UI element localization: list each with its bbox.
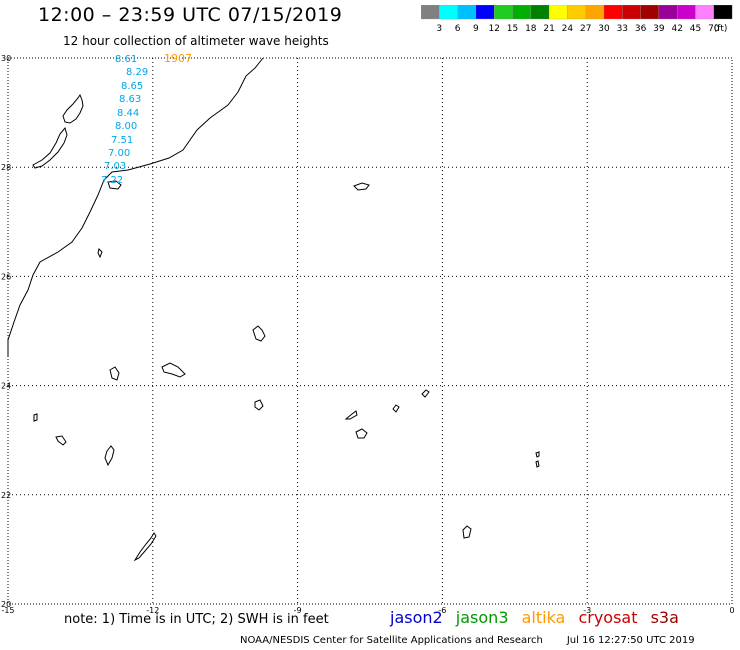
mission-jason2: jason2 (390, 608, 443, 627)
latitude-tick-label: 30 (1, 54, 11, 63)
island-q (133, 532, 157, 562)
legend-label: 30 (598, 24, 610, 34)
wave-height-label: 8.29 (126, 67, 148, 78)
legend-label: 45 (690, 24, 701, 34)
island-h (55, 435, 67, 446)
island-f (254, 399, 264, 411)
island-o (535, 460, 540, 468)
credit-text: NOAA/NESDIS Center for Satellite Applica… (240, 635, 543, 646)
legend-label: 24 (562, 24, 574, 34)
wave-height-label: 7.03 (104, 161, 126, 172)
legend-label: 15 (507, 24, 518, 34)
island-e (109, 366, 120, 381)
wave-height-label: 8.00 (115, 121, 137, 132)
legend-swatch (713, 5, 733, 20)
page-subtitle: 12 hour collection of altimeter wave hei… (63, 34, 329, 48)
mission-jason3: jason3 (455, 608, 509, 627)
map-grid: -15 -12 -9 -6 -3 0 30 28 26 24 22 20 (1, 54, 735, 615)
wave-height-label: 7.51 (111, 135, 133, 146)
island-l (392, 404, 400, 413)
island-small (107, 180, 122, 190)
coastline (7, 57, 540, 562)
legend-label: 70 (708, 24, 720, 34)
island-lanzarote (62, 93, 84, 124)
african-coastline (7, 57, 264, 356)
longitude-tick-label: -12 (146, 606, 159, 615)
generated-timestamp: Jul 16 12:27:50 UTC 2019 (566, 635, 695, 646)
wave-height-label: 7.22 (101, 175, 123, 186)
latitude-tick-label: 20 (1, 600, 11, 609)
color-scale-legend: 3 6 9 12 15 18 21 24 27 30 33 36 39 42 45 70(ft) (421, 5, 733, 34)
longitude-tick-label: -9 (294, 606, 302, 615)
island-g (33, 413, 38, 422)
island-b (353, 182, 370, 191)
island-c (252, 325, 266, 342)
wave-height-label: 8.44 (117, 108, 139, 119)
legend-label: 36 (635, 24, 647, 34)
mission-cryosat: cryosat (578, 608, 638, 627)
legend-label: 18 (525, 24, 537, 34)
island-n (535, 451, 540, 458)
island-j (344, 410, 358, 420)
legend-label: 21 (543, 24, 554, 34)
wave-height-label: 7.00 (108, 148, 130, 159)
island-fuerteventura (32, 126, 68, 169)
legend-label: 42 (671, 24, 682, 34)
longitude-tick-label: -3 (583, 606, 591, 615)
longitude-tick-label: 0 (729, 606, 734, 615)
legend-label: 9 (473, 24, 479, 34)
legend-label: 33 (617, 24, 628, 34)
longitude-tick-label: -6 (438, 606, 446, 615)
legend-label: 27 (580, 24, 591, 34)
track-time-label: 1907 (164, 52, 192, 65)
legend-label: 12 (488, 24, 499, 34)
wave-height-label: 8.65 (121, 81, 143, 92)
page-title: 12:00 – 23:59 UTC 07/15/2019 (38, 4, 343, 26)
note-text: note: 1) Time is in UTC; 2) SWH is in fe… (64, 612, 329, 627)
legend-label: 6 (455, 24, 461, 34)
island-m (421, 389, 430, 398)
island-i (104, 445, 115, 467)
island-k (355, 428, 368, 439)
longitude-tick-label: -15 (1, 606, 14, 615)
island-a (97, 248, 103, 259)
legend-label: 39 (653, 24, 665, 34)
satellite-track-labels: 8.61 8.29 8.65 8.63 8.44 8.00 7.51 7.00 7.03 7.22… (101, 52, 192, 186)
mission-s3a: s3a (650, 608, 679, 627)
island-p (462, 525, 472, 539)
latitude-tick-label: 28 (1, 163, 11, 172)
latitude-tick-label: 26 (1, 272, 11, 281)
wave-height-label: 8.63 (119, 94, 141, 105)
legend-label: 3 (436, 24, 442, 34)
island-d (161, 362, 186, 378)
mission-altika: altika (521, 608, 566, 627)
latitude-tick-label: 24 (1, 382, 11, 391)
credit-line: NOAA/NESDIS Center for Satellite Applica… (240, 635, 695, 646)
wave-height-label: 8.61 (115, 54, 137, 65)
latitude-tick-label: 22 (1, 491, 11, 500)
legend-label: (ft) (714, 24, 728, 34)
mission-legend: jason2 jason3 altika cryosat s3a (390, 608, 687, 627)
